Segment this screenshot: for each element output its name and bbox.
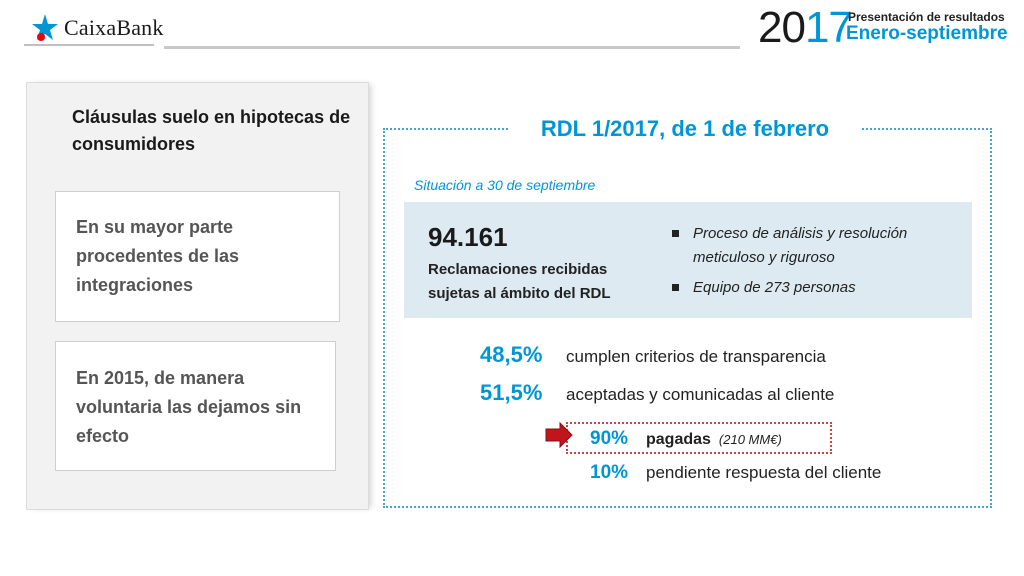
brand-name: CaixaBank — [64, 15, 164, 40]
claims-label: Reclamaciones recibidas sujetas al ámbit… — [428, 261, 611, 302]
period-label: Enero-septiembre — [846, 23, 1008, 44]
logo-divider — [24, 44, 154, 46]
bullet-text: Equipo de 273 personas — [693, 279, 856, 296]
stat-accepted: 51,5% aceptadas y comunicadas al cliente — [480, 380, 834, 406]
right-title-backdrop — [510, 112, 860, 148]
stat-label: aceptadas y comunicadas al cliente — [566, 385, 835, 404]
stat-percent: 90% — [590, 428, 629, 449]
voluntary-text: En 2015, de manera voluntaria las dejamo… — [76, 368, 302, 446]
left-panel-title: Cláusulas suelo en hipotecas de consumid… — [72, 107, 351, 154]
presentation-title: Presentación de resultados — [848, 10, 1005, 24]
stat-label: cumplen criterios de transparencia — [566, 347, 826, 366]
stat-percent: 51,5% — [480, 380, 543, 405]
list-item: Proceso de análisis y resolución meticul… — [668, 222, 958, 270]
square-bullet-icon — [672, 284, 679, 291]
header-divider — [164, 46, 740, 49]
stat-amount: (210 MM€) — [718, 432, 782, 447]
stat-pending: 10% pendiente respuesta del cliente — [590, 462, 881, 484]
stat-percent: 10% — [590, 462, 629, 483]
process-bullets: Proceso de análisis y resolución meticul… — [668, 222, 958, 306]
year-label: 2017 — [758, 3, 853, 52]
stat-label: pendiente respuesta del cliente — [646, 463, 882, 482]
stat-paid: 90% pagadas (210 MM€) — [590, 428, 782, 450]
stat-label: pagadas — [646, 431, 711, 448]
voluntary-card — [55, 341, 336, 471]
claims-number: 94.161 — [428, 222, 508, 252]
stat-transparency: 48,5% cumplen criterios de transparencia — [480, 342, 826, 368]
arrow-right-icon — [545, 421, 573, 449]
list-item: Equipo de 273 personas — [668, 276, 958, 300]
right-panel-title: RDL 1/2017, de 1 de febrero — [540, 116, 830, 141]
integraciones-card — [55, 191, 340, 322]
situation-date: Situación a 30 de septiembre — [414, 177, 596, 193]
integraciones-text: En su mayor parte procedentes de las int… — [76, 217, 240, 295]
claims-box — [404, 202, 972, 318]
square-bullet-icon — [672, 230, 679, 237]
bullet-text: Proceso de análisis y resolución meticul… — [693, 225, 908, 266]
star-icon — [32, 14, 58, 41]
stat-percent: 48,5% — [480, 342, 543, 367]
caixabank-logo: CaixaBank — [30, 12, 164, 44]
